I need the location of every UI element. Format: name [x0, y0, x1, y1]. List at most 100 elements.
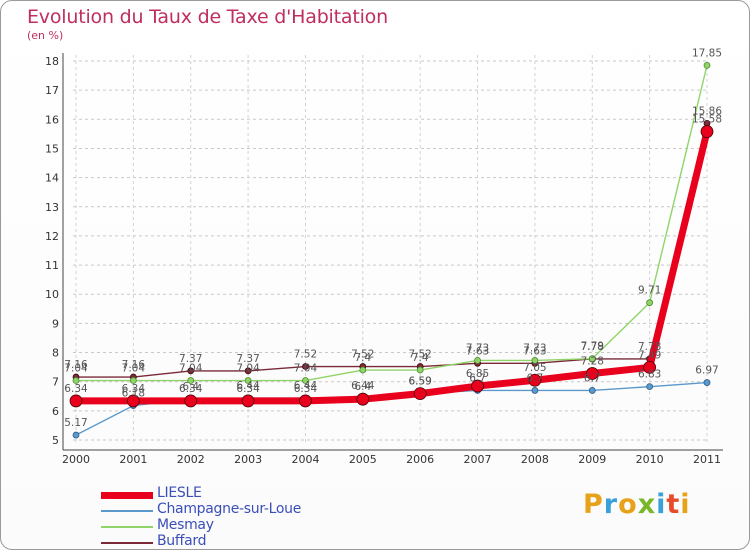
grid-lines: [73, 55, 708, 444]
data-label-mesmay: 7.4: [412, 352, 429, 364]
x-tick-label: 2004: [291, 453, 319, 466]
data-label-champagne-sur-loue: 6.4: [182, 381, 199, 393]
legend-swatch-mesmay: [101, 526, 153, 528]
y-tick-label: 10: [45, 288, 59, 301]
series-line-buffard: [76, 123, 708, 378]
data-point-mesmay: [244, 377, 252, 384]
y-tick-label: 8: [52, 347, 59, 360]
data-labels: 7.16 7.16 7.37 7.37 7.52 7.52 7.52 7.63 7.63 7.78…: [64, 47, 722, 429]
data-label-mesmay: 7.04: [64, 363, 88, 375]
x-tick-label: 2003: [234, 453, 262, 466]
data-point-mesmay: [72, 377, 80, 384]
x-tick-label: 2000: [62, 453, 90, 466]
data-point-champagne-sur-loue: [646, 383, 654, 391]
brand-letter: i: [680, 489, 691, 520]
y-tick-label: 13: [45, 201, 59, 214]
series-line-champagne-sur-loue: [75, 381, 708, 436]
data-point-liesle: [184, 394, 198, 408]
data-point-buffard: [187, 367, 195, 375]
data-point-champagne-sur-loue: [703, 379, 711, 386]
legend-swatch-champagne: [101, 510, 153, 512]
series-line-mesmay: [76, 65, 708, 382]
data-label-mesmay: 7.73: [523, 342, 546, 354]
data-label-mesmay: 17.85: [692, 47, 722, 59]
x-tick-label: 2007: [464, 453, 492, 466]
data-point-buffard: [302, 363, 309, 370]
x-tick-label: 2009: [578, 453, 606, 466]
data-point-mesmay: [416, 366, 424, 374]
data-label-champagne-sur-loue: 6.7: [469, 372, 486, 384]
data-label-buffard: 7.52: [408, 349, 431, 361]
axes: 5 6 7 8 9 10 11 12 13 14 15 16 17 18 2000 2001 2002 2003 2…: [45, 53, 723, 466]
y-tick-label: 15: [45, 142, 59, 155]
data-label-champagne-sur-loue: 6.44: [351, 380, 375, 392]
data-label-champagne-sur-loue: 6.18: [122, 388, 145, 400]
data-label-buffard: 7.16: [122, 359, 146, 371]
data-label-champagne-sur-loue: 6.44: [294, 380, 318, 392]
data-label-buffard: 7.63: [466, 345, 489, 357]
legend-swatch-liesle: [101, 492, 153, 499]
data-point-liesle: [585, 367, 599, 380]
x-tick-label: 2008: [521, 453, 549, 466]
data-label-champagne-sur-loue: 6.59: [408, 376, 431, 388]
y-tick-label: 17: [45, 84, 59, 97]
x-tick-label: 2002: [177, 453, 205, 466]
data-point-mesmay: [129, 377, 137, 384]
data-point-liesle: [356, 392, 370, 406]
x-tick-label: 2010: [636, 453, 664, 466]
legend-label-champagne: Champagne-sur-Loue: [157, 501, 302, 517]
x-tick-label: 2006: [406, 453, 434, 466]
data-label-mesmay: 7.4: [354, 352, 371, 364]
y-tick-label: 5: [52, 434, 59, 447]
data-point-mesmay: [474, 357, 481, 364]
chart-title: Evolution du Taux de Taxe d'Habitation: [27, 6, 388, 28]
data-point-liesle: [69, 394, 83, 408]
data-label-liesle: 6.34: [64, 383, 88, 395]
data-label-liesle: 6.59: [408, 376, 431, 388]
brand-letter: i: [656, 489, 667, 520]
data-label-mesmay: 7.04: [236, 363, 260, 375]
data-label-champagne-sur-loue: 6.7: [527, 372, 544, 384]
x-tick-label: 2011: [693, 453, 721, 466]
data-point-champagne-sur-loue: [531, 387, 539, 394]
y-tick-label: 11: [45, 259, 59, 272]
data-label-mesmay: 7.04: [122, 363, 146, 375]
data-point-liesle: [126, 394, 140, 408]
data-point-liesle: [471, 379, 484, 393]
data-label-liesle: 6.34: [179, 383, 203, 395]
brand-logo: Proxiti: [583, 489, 691, 520]
brand-letter: o: [618, 489, 638, 520]
data-point-mesmay: [359, 366, 367, 374]
data-point-liesle: [528, 373, 542, 387]
data-label-buffard: 15.86: [692, 105, 722, 117]
data-label-mesmay: 7.73: [466, 342, 489, 354]
y-tick-label: 18: [45, 55, 59, 68]
data-point-mesmay: [703, 61, 711, 69]
data-point-mesmay: [531, 357, 539, 364]
brand-letter: P: [583, 489, 604, 520]
data-label-mesmay: 9.71: [638, 285, 661, 297]
data-label-buffard: 7.37: [179, 353, 202, 365]
data-label-mesmay: 7.79: [581, 341, 604, 353]
brand-letter: r: [603, 489, 619, 520]
data-label-champagne-sur-loue: 6.83: [638, 369, 661, 381]
data-label-buffard: 7.16: [64, 359, 88, 371]
y-tick-label: 9: [52, 317, 59, 330]
data-label-liesle: 6.85: [466, 368, 489, 380]
data-point-liesle: [643, 361, 657, 374]
data-label-champagne-sur-loue: 6.44: [236, 380, 260, 392]
data-label-liesle: 15.58: [692, 114, 722, 126]
data-point-liesle: [241, 394, 255, 408]
data-label-buffard: 7.78: [638, 341, 661, 353]
x-tick-label: 2001: [119, 453, 147, 466]
data-label-mesmay: 7.04: [179, 363, 203, 375]
data-label-liesle: 6.34: [236, 383, 260, 395]
y-tick-label: 16: [45, 113, 59, 126]
data-label-mesmay: 7.04: [294, 363, 318, 375]
data-label-buffard: 7.63: [523, 345, 546, 357]
data-point-buffard: [244, 367, 252, 375]
data-point-champagne-sur-loue: [588, 387, 596, 394]
y-tick-label: 6: [52, 405, 59, 418]
